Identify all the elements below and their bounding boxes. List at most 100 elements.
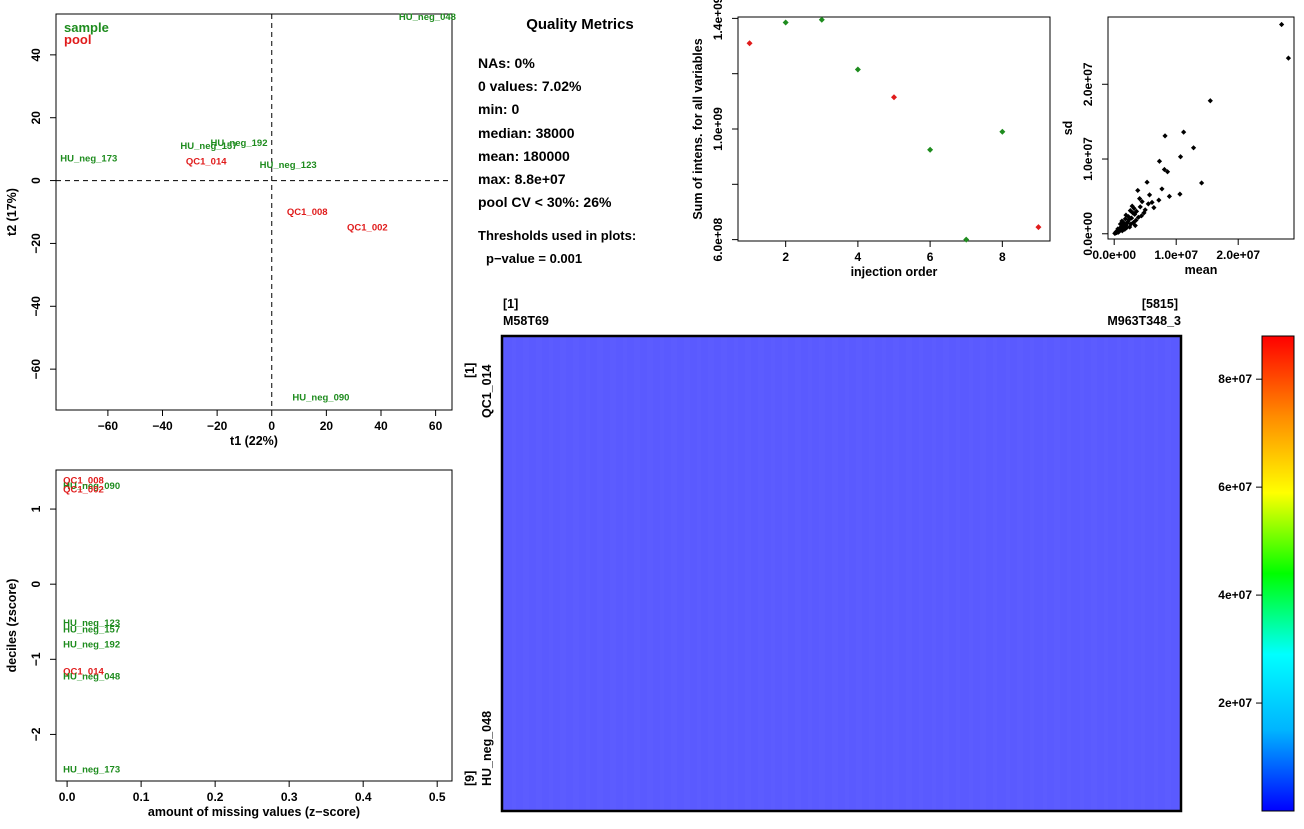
threshold-pvalue: p−value = 0.001	[486, 251, 583, 266]
data-point	[1132, 222, 1138, 229]
point-label: HU_neg_192	[210, 138, 267, 149]
x-tick-label: 1.0e+07	[1154, 248, 1198, 262]
data-point	[1137, 204, 1143, 210]
data-point	[1119, 228, 1125, 234]
data-point	[1279, 21, 1285, 28]
x-tick-label: 0.1	[133, 790, 150, 804]
x-tick-label: 0.3	[281, 790, 298, 804]
data-point	[1116, 226, 1123, 232]
x-tick-label: 0.2	[207, 790, 224, 804]
metric-min: min: 0	[478, 101, 520, 118]
y-axis-title: sd	[1061, 121, 1075, 136]
data-point	[963, 236, 970, 243]
data-point	[818, 16, 825, 23]
y-tick-label: 1.0e+09	[711, 107, 725, 151]
missing-values-panel: 0.0 0.1 0.2 0.3 0.4 0.5 amount of missing valu…	[5, 469, 453, 819]
point-label: QC1_002	[347, 223, 388, 234]
data-point	[1137, 196, 1143, 202]
data-point	[782, 19, 789, 26]
data-point	[1190, 145, 1197, 151]
quality-metrics-title: Quality Metrics	[526, 16, 634, 33]
data-point	[1146, 192, 1153, 198]
data-point	[1142, 207, 1148, 213]
data-point	[1130, 210, 1136, 216]
x-axis-title: mean	[1185, 263, 1218, 277]
point-label: QC1_014	[186, 157, 227, 168]
colorbar-tick-label: 8e+07	[1218, 372, 1252, 386]
col-last-index: [5815]	[1142, 297, 1178, 311]
data-point	[1199, 180, 1205, 186]
data-point	[1285, 55, 1292, 61]
data-point	[854, 66, 861, 73]
y-tick-label: 0	[29, 177, 43, 184]
heatmap-frame	[500, 334, 1183, 813]
data-point	[1124, 220, 1130, 226]
x-tick-label: 0.0e+00	[1092, 248, 1136, 262]
data-point	[1133, 208, 1140, 214]
x-axis-title: injection order	[851, 265, 938, 279]
y-tick-label: −2	[29, 727, 43, 741]
point-label: QC1_008	[63, 476, 104, 487]
y-tick-label: −60	[29, 359, 43, 380]
y-tick-label: 20	[29, 111, 43, 125]
data-point	[1144, 179, 1150, 185]
point-label: QC1_002	[63, 485, 104, 496]
legend-sample: sample	[64, 20, 109, 35]
data-point	[1127, 224, 1133, 230]
colorbar	[1262, 336, 1294, 811]
point-label: QC1_014	[63, 666, 104, 677]
point-label: HU_neg_157	[180, 141, 237, 152]
x-axis-title: amount of missing values (z−score)	[148, 805, 360, 819]
y-tick-label: 1.0e+07	[1081, 137, 1095, 181]
point-label: HU_neg_090	[63, 481, 120, 492]
colorbar-tick-label: 4e+07	[1218, 588, 1252, 602]
data-point	[1122, 226, 1128, 232]
row-first-label: QC1_014	[480, 364, 494, 418]
colorbar-frame	[1261, 335, 1295, 812]
data-point	[1149, 199, 1155, 205]
heatmap-matrix	[502, 336, 1181, 811]
y-tick-label: 1	[29, 505, 43, 512]
point-label: HU_neg_048	[399, 12, 456, 23]
x-tick-label: 0.4	[355, 790, 372, 804]
data-point	[1122, 216, 1128, 222]
x-tick-label: 0	[268, 419, 275, 433]
quality-metrics-list: NAs: 0% 0 values: 7.02% min: 0 median: 3…	[478, 52, 611, 214]
y-tick-label: 2.0e+07	[1081, 62, 1095, 106]
data-point	[1145, 201, 1151, 207]
thresholds-title: Thresholds used in plots:	[478, 228, 637, 243]
x-tick-label: −60	[98, 419, 119, 433]
row-last-label: HU_neg_048	[480, 711, 494, 786]
metric-median: median: 38000	[478, 124, 575, 141]
y-tick-label: 0.0e+00	[1081, 212, 1095, 256]
plot-frame	[55, 13, 453, 411]
x-tick-label: 4	[855, 250, 862, 264]
col-last-label: M963T348_3	[1107, 314, 1181, 328]
x-tick-label: 0.0	[59, 790, 76, 804]
point-label: HU_neg_123	[260, 160, 317, 171]
x-tick-label: 20	[320, 419, 334, 433]
point-label: HU_neg_123	[63, 618, 120, 629]
data-point	[1123, 212, 1129, 218]
y-axis-title: t2 (17%)	[5, 188, 19, 236]
metric-mean: mean: 180000	[478, 147, 570, 164]
y-tick-label: −1	[29, 652, 43, 666]
row-last-index: [9]	[463, 771, 477, 786]
plot-frame	[55, 469, 453, 782]
data-point	[1156, 197, 1162, 203]
data-point	[1131, 205, 1137, 211]
data-point	[746, 40, 753, 47]
data-point	[1151, 205, 1157, 211]
point-label: HU_neg_090	[292, 392, 349, 403]
data-point	[1162, 133, 1168, 139]
x-tick-label: 2	[782, 250, 789, 264]
data-point	[1139, 199, 1145, 205]
y-tick-label: −40	[29, 296, 43, 317]
metric-nas: NAs: 0%	[478, 55, 535, 71]
metric-zero-values: 0 values: 7.02%	[478, 78, 582, 95]
col-first-label: M58T69	[503, 314, 549, 328]
data-point	[927, 146, 934, 153]
legend-pool: pool	[64, 32, 91, 47]
y-axis-title: Sum of intens. for all variables	[691, 38, 705, 219]
